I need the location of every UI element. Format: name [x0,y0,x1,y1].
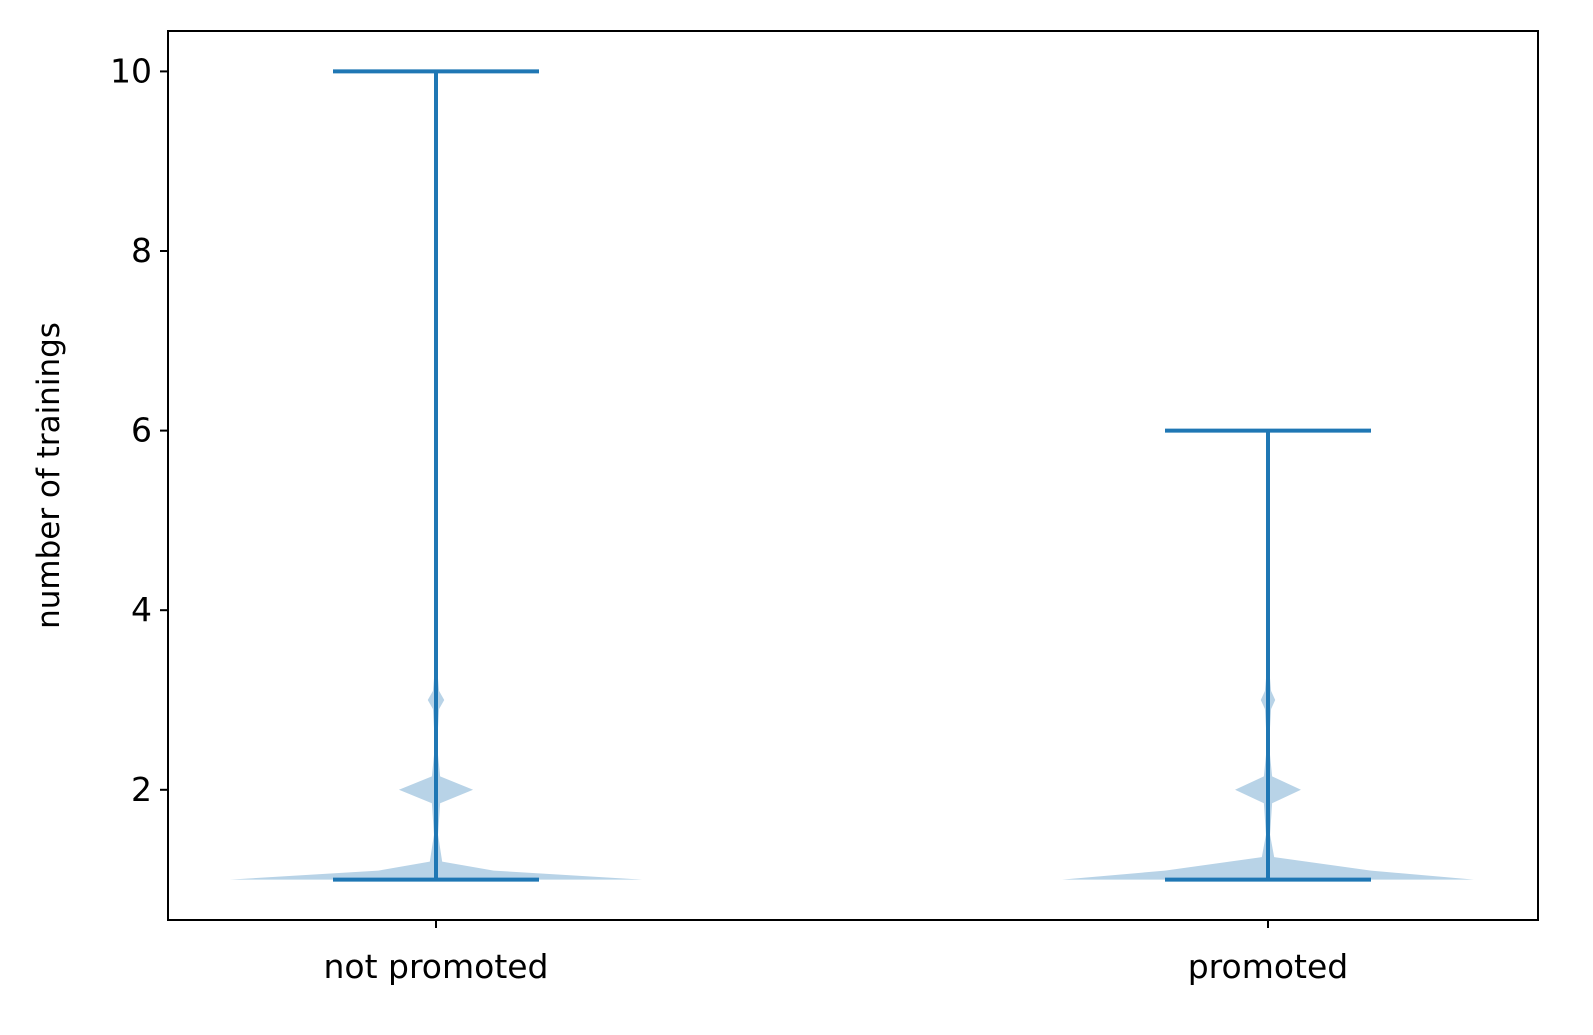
y-tick-label: 2 [131,770,152,809]
plot-frame [167,30,1539,921]
y-axis-label: number of trainings [31,322,67,629]
y-tick-label: 10 [110,51,152,90]
violin-stat-lines [333,69,1371,882]
y-axis: 2 4 6 8 10 [110,51,168,809]
y-tick-label: 6 [131,411,152,450]
x-axis: not promoted promoted [323,920,1348,986]
x-tick-label: promoted [1188,947,1349,986]
y-tick-label: 4 [131,590,152,629]
x-tick-label: not promoted [323,947,548,986]
violin-layer [230,655,1474,880]
y-tick-label: 8 [131,231,152,270]
